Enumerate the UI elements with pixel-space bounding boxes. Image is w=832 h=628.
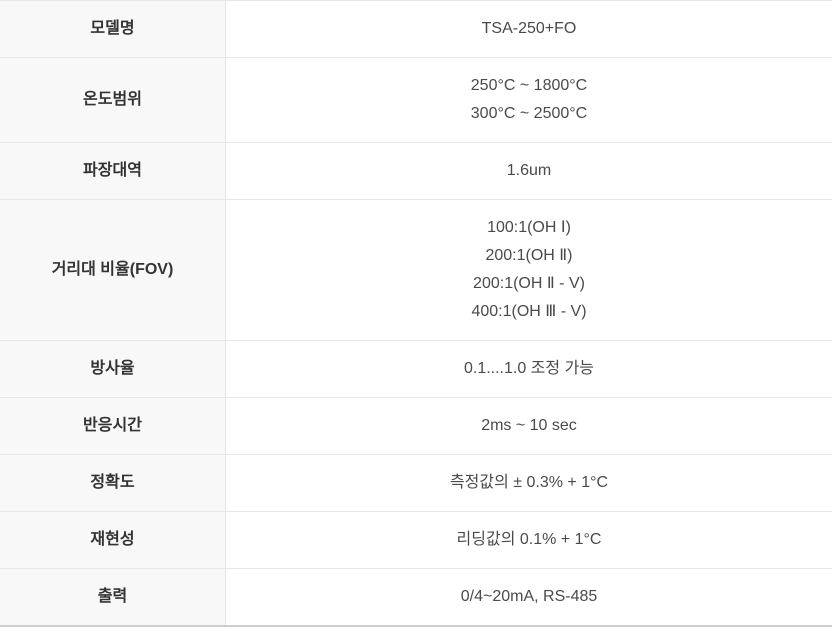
table-row: 반응시간 2ms ~ 10 sec xyxy=(0,398,832,455)
spec-value: 0/4~20mA, RS-485 xyxy=(226,569,832,625)
spec-value-line: 0/4~20mA, RS-485 xyxy=(460,588,598,605)
spec-value-line: 300°C ~ 2500°C xyxy=(470,105,588,122)
spec-label: 온도범위 xyxy=(0,58,226,142)
spec-label: 거리대 비율(FOV) xyxy=(0,200,226,340)
table-row: 출력 0/4~20mA, RS-485 xyxy=(0,569,832,625)
spec-label: 모델명 xyxy=(0,1,226,57)
spec-value-line: 100:1(OH Ⅰ) xyxy=(487,219,571,236)
spec-value-line: 250°C ~ 1800°C xyxy=(470,77,588,94)
table-row: 모델명 TSA-250+FO xyxy=(0,1,832,58)
spec-value: 250°C ~ 1800°C 300°C ~ 2500°C xyxy=(226,58,832,142)
spec-value-line: 400:1(OH Ⅲ - V) xyxy=(471,303,587,320)
spec-value-line: 200:1(OH Ⅱ) xyxy=(485,247,573,264)
spec-label: 출력 xyxy=(0,569,226,625)
spec-value: 리딩값의 0.1% + 1°C xyxy=(226,512,832,568)
spec-value: 0.1....1.0 조정 가능 xyxy=(226,341,832,397)
spec-value-line: 1.6um xyxy=(506,162,552,179)
spec-value: TSA-250+FO xyxy=(226,1,832,57)
spec-label: 방사율 xyxy=(0,341,226,397)
table-row: 방사율 0.1....1.0 조정 가능 xyxy=(0,341,832,398)
spec-value-line: 200:1(OH Ⅱ - V) xyxy=(473,275,585,292)
spec-value: 100:1(OH Ⅰ) 200:1(OH Ⅱ) 200:1(OH Ⅱ - V) 400… xyxy=(226,200,832,340)
spec-value-line: 0.1....1.0 조정 가능 xyxy=(463,360,595,377)
table-row: 파장대역 1.6um xyxy=(0,143,832,200)
spec-value: 측정값의 ± 0.3% + 1°C xyxy=(226,455,832,511)
table-row: 온도범위 250°C ~ 1800°C 300°C ~ 2500°C xyxy=(0,58,832,143)
spec-value: 2ms ~ 10 sec xyxy=(226,398,832,454)
spec-label: 재현성 xyxy=(0,512,226,568)
table-row: 거리대 비율(FOV) 100:1(OH Ⅰ) 200:1(OH Ⅱ) 200:1(… xyxy=(0,200,832,341)
spec-label: 파장대역 xyxy=(0,143,226,199)
spec-value-line: TSA-250+FO xyxy=(481,20,577,37)
table-row: 정확도 측정값의 ± 0.3% + 1°C xyxy=(0,455,832,512)
table-row: 재현성 리딩값의 0.1% + 1°C xyxy=(0,512,832,569)
spec-value: 1.6um xyxy=(226,143,832,199)
spec-label: 정확도 xyxy=(0,455,226,511)
spec-value-line: 측정값의 ± 0.3% + 1°C xyxy=(449,474,609,491)
spec-value-line: 리딩값의 0.1% + 1°C xyxy=(456,531,602,548)
spec-label: 반응시간 xyxy=(0,398,226,454)
spec-value-line: 2ms ~ 10 sec xyxy=(481,417,577,434)
